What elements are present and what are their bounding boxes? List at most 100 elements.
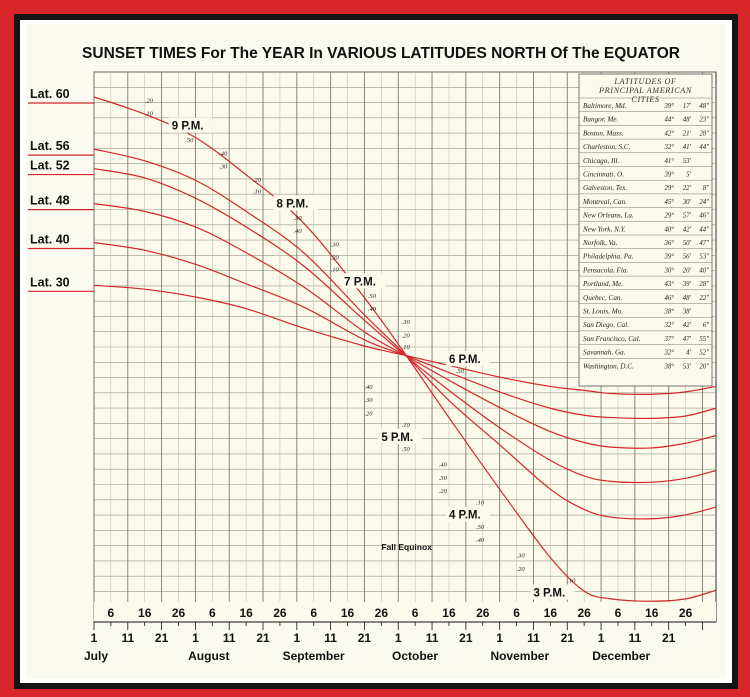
day-tick-bottom: 21 bbox=[256, 631, 270, 645]
minute-mark: .40 bbox=[219, 150, 228, 157]
day-tick-top: 6 bbox=[108, 606, 115, 620]
month-label: October bbox=[392, 649, 438, 663]
minute-mark: .30 bbox=[402, 319, 411, 326]
minute-mark: .40 bbox=[364, 384, 373, 391]
day-tick-top: 6 bbox=[310, 606, 317, 620]
city-minutes: 22' bbox=[683, 185, 692, 192]
chart-labels: 9 P.M. 8 P.M. 7 P.M. 6 P.M. 5 P.M. 4 P.M. 3 P.… bbox=[145, 97, 576, 600]
hour-label: 5 P.M. bbox=[381, 432, 413, 444]
city-name: San Francisco, Cal. bbox=[583, 335, 641, 343]
city-minutes: 42' bbox=[683, 322, 692, 329]
city-minutes: 17' bbox=[683, 103, 692, 110]
day-tick-top: 16 bbox=[442, 606, 456, 620]
city-degrees: 32° bbox=[663, 350, 674, 357]
city-name: Philadelphia, Pa. bbox=[582, 253, 634, 261]
day-tick-top: 16 bbox=[341, 606, 355, 620]
city-minutes: 41' bbox=[683, 144, 692, 151]
minute-mark: .30 bbox=[439, 475, 448, 482]
day-tick-top: 16 bbox=[239, 606, 253, 620]
minute-mark: .50 bbox=[185, 137, 194, 144]
city-minutes: 20' bbox=[683, 267, 692, 274]
hour-label-bg bbox=[530, 584, 575, 600]
city-degrees: 44° bbox=[664, 117, 674, 124]
series-line-lat-40 bbox=[93, 241, 717, 420]
hour-label-bg bbox=[445, 351, 490, 367]
day-tick-bottom: 11 bbox=[527, 631, 540, 645]
city-name: Pensacola, Fla. bbox=[582, 266, 629, 274]
minute-mark: .40 bbox=[439, 462, 448, 469]
city-degrees: 38° bbox=[663, 309, 674, 316]
day-tick-bottom: 21 bbox=[358, 631, 372, 645]
city-seconds: 6" bbox=[703, 322, 709, 329]
minute-mark: .10 bbox=[331, 266, 340, 273]
series-label: Lat. 60 bbox=[30, 87, 70, 101]
city-minutes: 39' bbox=[682, 281, 692, 288]
city-degrees: 30° bbox=[663, 267, 674, 274]
minute-mark: .40 bbox=[476, 537, 485, 544]
month-label: September bbox=[283, 649, 345, 663]
minute-mark: .10 bbox=[253, 188, 262, 195]
city-minutes: 56' bbox=[683, 254, 692, 261]
city-degrees: 29° bbox=[664, 185, 674, 192]
day-tick-top: 26 bbox=[375, 606, 389, 620]
hour-label-bg bbox=[445, 506, 490, 522]
city-seconds: 48" bbox=[699, 103, 709, 110]
city-degrees: 39° bbox=[663, 103, 674, 110]
city-minutes: 5' bbox=[686, 172, 691, 179]
month-label: July bbox=[84, 649, 108, 663]
day-tick-bottom: 11 bbox=[426, 631, 439, 645]
city-minutes: 50' bbox=[683, 240, 692, 247]
city-degrees: 43° bbox=[664, 281, 674, 288]
city-seconds: 23" bbox=[699, 117, 709, 124]
city-name: New Orleans, La. bbox=[582, 212, 634, 220]
city-seconds: 8" bbox=[703, 185, 709, 192]
cities-table-title: CITIES bbox=[631, 95, 659, 104]
day-tick-bottom: 11 bbox=[121, 631, 134, 645]
series-label: Lat. 48 bbox=[30, 194, 70, 208]
minute-mark: .30 bbox=[364, 397, 373, 404]
city-seconds: 28" bbox=[699, 281, 709, 288]
hour-label-bg bbox=[168, 117, 213, 133]
city-seconds: 40" bbox=[699, 267, 709, 274]
day-tick-top: 6 bbox=[209, 606, 216, 620]
minute-mark: .10 bbox=[476, 500, 485, 507]
month-label: November bbox=[490, 649, 549, 663]
day-tick-bottom: 1 bbox=[293, 631, 300, 645]
day-tick-top: 6 bbox=[513, 606, 520, 620]
minute-mark: .50 bbox=[402, 446, 411, 453]
day-tick-top: 6 bbox=[412, 606, 419, 620]
minute-mark: .20 bbox=[253, 177, 262, 184]
minute-mark: .10 bbox=[567, 578, 576, 585]
cities-table-title: PRINCIPAL AMERICAN bbox=[598, 86, 692, 95]
city-name: Baltimore, Md. bbox=[583, 102, 627, 110]
minute-mark: .50 bbox=[456, 368, 465, 375]
city-seconds: 22" bbox=[699, 295, 709, 302]
minute-mark: .20 bbox=[331, 255, 340, 262]
x-axis: 6 16 26 6 16 26 6 16 26 6 16 26 6 16 26 6 16 261 11 21 1 11 21… bbox=[84, 602, 716, 663]
day-tick-bottom: 11 bbox=[324, 631, 337, 645]
city-seconds: 55" bbox=[699, 336, 709, 343]
city-seconds: 53" bbox=[699, 254, 709, 261]
city-seconds: 28" bbox=[699, 130, 709, 137]
city-degrees: 32° bbox=[663, 322, 674, 329]
city-name: Bangor, Me. bbox=[583, 116, 619, 124]
city-degrees: 45° bbox=[664, 199, 674, 206]
minute-mark: .50 bbox=[476, 524, 485, 531]
city-degrees: 29° bbox=[664, 213, 674, 220]
minute-mark: .20 bbox=[517, 566, 526, 573]
city-minutes: 30' bbox=[682, 199, 692, 206]
city-seconds: 44" bbox=[699, 144, 709, 151]
series-lines: Lat. 60 Lat. 56 Lat. 52 Lat. 48 Lat. 40 Lat. … bbox=[28, 87, 717, 602]
hour-label: 6 P.M. bbox=[449, 354, 481, 366]
minute-mark: .30 bbox=[331, 241, 340, 248]
city-seconds: 44" bbox=[699, 226, 709, 233]
city-minutes: 42' bbox=[683, 226, 692, 233]
city-minutes: 48' bbox=[683, 117, 692, 124]
city-minutes: 53' bbox=[683, 363, 692, 370]
minute-mark: .20 bbox=[364, 410, 373, 417]
day-tick-bottom: 1 bbox=[496, 631, 503, 645]
day-tick-top: 16 bbox=[645, 606, 659, 620]
city-name: Washington, D.C. bbox=[583, 362, 634, 370]
day-tick-top: 26 bbox=[273, 606, 287, 620]
city-degrees: 36° bbox=[663, 240, 674, 247]
